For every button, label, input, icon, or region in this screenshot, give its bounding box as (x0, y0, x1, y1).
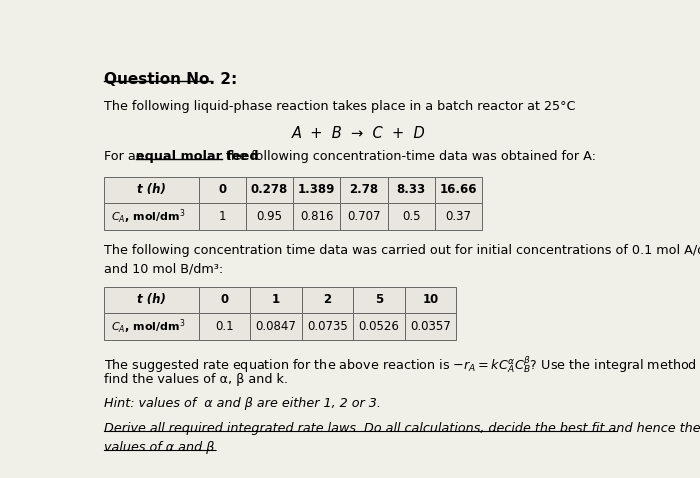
Bar (340, 176, 388, 203)
Bar (246, 176, 293, 203)
Text: 0.707: 0.707 (347, 210, 381, 223)
Text: For an: For an (104, 150, 148, 163)
Text: 0.1: 0.1 (215, 320, 234, 333)
Text: 2: 2 (323, 293, 332, 306)
Text: and 10 mol B/dm³:: and 10 mol B/dm³: (104, 263, 223, 276)
Bar (293, 176, 340, 203)
Bar (199, 287, 251, 313)
Text: find the values of α, β and k.: find the values of α, β and k. (104, 373, 288, 386)
Text: Hint: values of  α and β are either 1, 2 or 3.: Hint: values of α and β are either 1, 2 … (104, 397, 381, 410)
Bar (251, 287, 302, 313)
Text: 0: 0 (220, 293, 228, 306)
Bar (104, 313, 199, 340)
Bar (354, 287, 405, 313)
Bar (104, 176, 199, 203)
Text: Derive all required integrated rate laws. Do all calculations, decide the best f: Derive all required integrated rate laws… (104, 422, 700, 435)
Bar (388, 203, 435, 229)
Text: equal molar feed: equal molar feed (136, 150, 259, 163)
Text: 0.95: 0.95 (256, 210, 283, 223)
Text: 16.66: 16.66 (440, 184, 477, 196)
Bar (293, 203, 340, 229)
Bar (104, 203, 199, 229)
Text: 0.0357: 0.0357 (410, 320, 451, 333)
Text: 1: 1 (272, 293, 280, 306)
Text: 0.0847: 0.0847 (256, 320, 297, 333)
Text: the following concentration-time data was obtained for A:: the following concentration-time data wa… (222, 150, 596, 163)
Bar (246, 203, 293, 229)
Bar (199, 203, 246, 229)
Text: 0: 0 (218, 184, 226, 196)
Text: 1: 1 (218, 210, 226, 223)
Text: 8.33: 8.33 (396, 184, 426, 196)
Text: t (h): t (h) (136, 293, 166, 306)
Bar (354, 313, 405, 340)
Text: The following concentration time data was carried out for initial concentrations: The following concentration time data wa… (104, 244, 700, 257)
Text: Question No. 2:: Question No. 2: (104, 72, 237, 87)
Text: t (h): t (h) (136, 184, 166, 196)
Text: The following liquid-phase reaction takes place in a batch reactor at 25°C: The following liquid-phase reaction take… (104, 100, 575, 113)
Text: A  +  B  →  C  +  D: A + B → C + D (292, 126, 426, 141)
Bar (302, 287, 354, 313)
Bar (340, 203, 388, 229)
Bar (302, 313, 354, 340)
Text: 0.0735: 0.0735 (307, 320, 348, 333)
Text: 0.0526: 0.0526 (358, 320, 400, 333)
Text: 0.816: 0.816 (300, 210, 333, 223)
Text: 0.5: 0.5 (402, 210, 421, 223)
Bar (199, 313, 251, 340)
Text: values of α and β.: values of α and β. (104, 441, 218, 454)
Bar (405, 287, 456, 313)
Text: $C_A$, mol/dm$^3$: $C_A$, mol/dm$^3$ (111, 207, 186, 226)
Bar (251, 313, 302, 340)
Text: $C_A$, mol/dm$^3$: $C_A$, mol/dm$^3$ (111, 317, 186, 336)
Bar (435, 203, 482, 229)
Text: 2.78: 2.78 (349, 184, 379, 196)
Text: The suggested rate equation for the above reaction is $-r_A = kC_A^\alpha C_B^\b: The suggested rate equation for the abov… (104, 354, 700, 375)
Bar (405, 313, 456, 340)
Bar (199, 176, 246, 203)
Text: 0.278: 0.278 (251, 184, 288, 196)
Text: 5: 5 (375, 293, 383, 306)
Bar (388, 176, 435, 203)
Bar (435, 176, 482, 203)
Text: 10: 10 (423, 293, 439, 306)
Bar (104, 287, 199, 313)
Text: 0.37: 0.37 (445, 210, 471, 223)
Text: 1.389: 1.389 (298, 184, 335, 196)
